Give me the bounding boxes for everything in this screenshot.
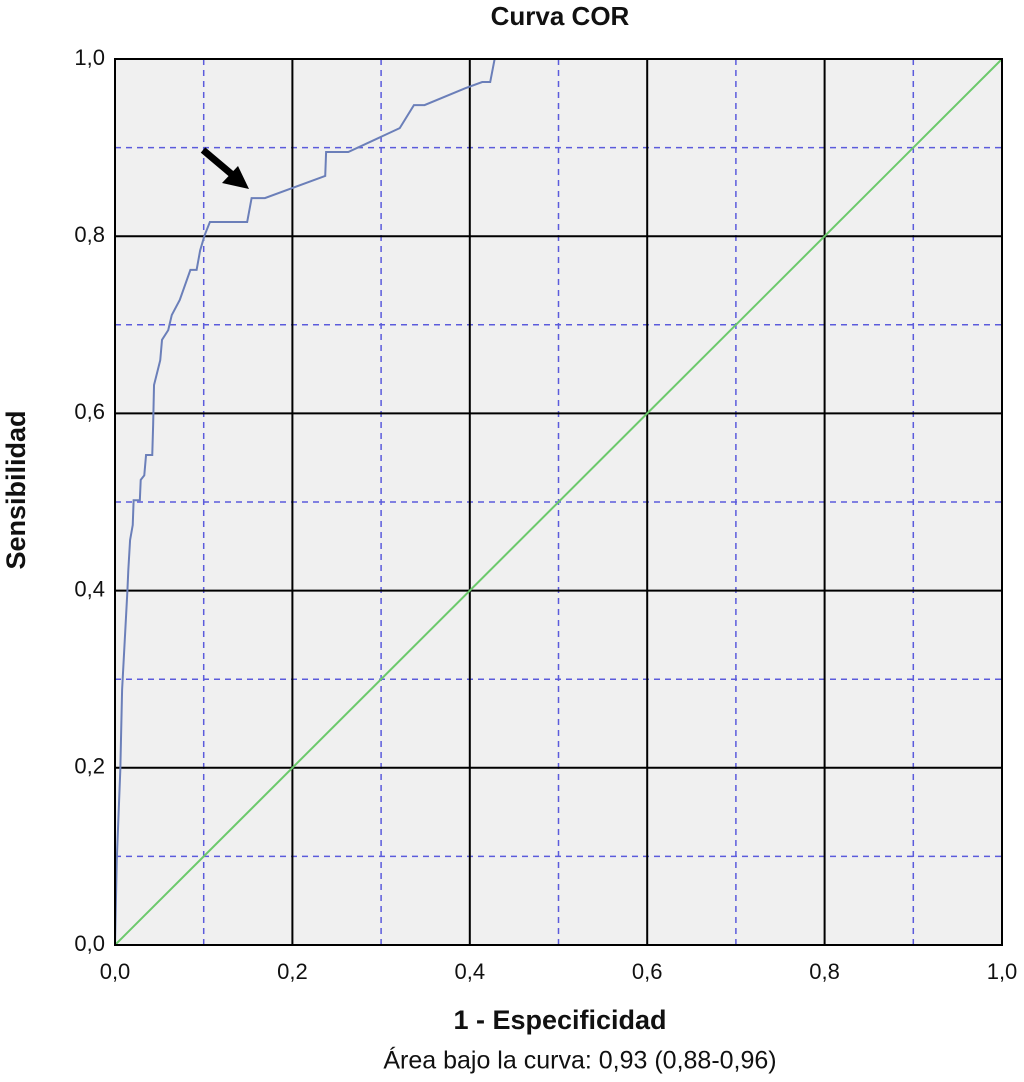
arrow-head [222,166,249,189]
series-layer [114,58,1003,946]
chart-title: Curva COR [491,1,630,31]
y-tick-label: 0,6 [74,399,105,424]
y-tick-label: 0,4 [74,576,105,601]
annotation: Área bajo la curva: 0,93 (0,88-0,96) [383,1046,776,1075]
y-axis-label: Sensibilidad [1,410,31,569]
y-tick-label: 0,0 [74,931,105,956]
x-tick-label: 0,6 [632,959,663,984]
y-tick-label: 0,2 [74,754,105,779]
arrow-shaft [200,147,238,180]
series-line [114,58,1003,946]
x-tick-label: 0,4 [455,959,486,984]
y-tick-label: 0,8 [74,222,105,247]
y-tick-label: 1,0 [74,45,105,70]
x-axis-label: 1 - Especificidad [453,1005,666,1035]
x-tick-label: 0,8 [809,959,840,984]
x-tick-label: 0,0 [100,959,131,984]
series-line [114,58,1002,946]
x-tick-label: 0,2 [277,959,308,984]
arrow [200,147,249,189]
plot-border [114,58,1003,946]
x-tick-label: 1,0 [987,959,1018,984]
